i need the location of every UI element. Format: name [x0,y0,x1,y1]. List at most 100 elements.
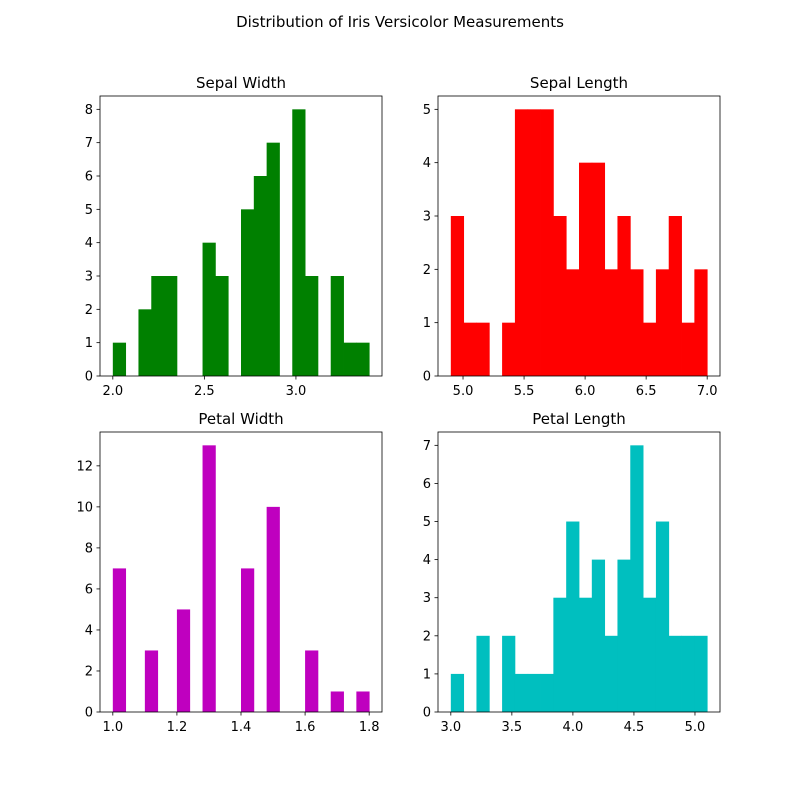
histogram-bar [266,142,280,376]
histogram-bar [540,109,554,376]
histogram-bar [356,691,370,712]
histogram-bar [579,597,593,712]
x-tick-label: 3.5 [502,720,523,735]
x-tick-label: 1.0 [102,720,123,735]
histogram-bar [305,276,319,376]
y-tick-label: 2 [423,263,431,278]
histogram-bar [450,216,465,376]
y-tick-label: 5 [85,203,93,218]
histogram-bar [630,269,644,376]
x-tick-label: 1.4 [231,720,252,735]
histogram-bar [579,162,593,376]
histogram-bar [463,322,477,376]
y-tick-label: 5 [423,103,431,118]
histogram-bar [604,269,618,376]
x-tick-label: 6.0 [575,384,596,399]
histogram-bar [604,635,618,712]
y-tick-label: 0 [423,706,431,721]
y-tick-label: 0 [423,370,431,385]
x-tick-label: 4.0 [563,720,584,735]
x-tick-label: 5.0 [685,720,706,735]
histogram-bar [330,691,344,712]
y-tick-label: 8 [85,541,93,556]
histogram-bar [215,276,229,376]
y-tick-label: 2 [85,664,93,679]
y-tick-label: 1 [423,316,431,331]
histogram-bar [202,242,216,376]
y-tick-label: 6 [85,582,93,597]
y-tick-label: 5 [423,515,431,530]
histogram-bar [502,322,516,376]
histogram-bar [164,276,178,376]
panel-sepal-length: 5.0 5.5 6.0 6.5 7.0 0 1 2 3 4 5 Sepal Length [423,74,721,399]
y-tick-label: 4 [423,553,431,568]
histogram-bar [681,322,695,376]
histogram-bar [112,568,127,712]
y-tick-label: 6 [85,170,93,185]
histogram-bar [591,162,606,376]
axes-frame [99,95,383,377]
y-tick-label: 3 [423,591,431,606]
histogram-bar [241,209,255,376]
histogram-bar [514,673,529,712]
x-tick-label: 1.8 [359,720,380,735]
axes-frame [437,431,721,713]
figure-suptitle: Distribution of Iris Versicolor Measurem… [236,13,564,31]
y-tick-label: 0 [85,370,93,385]
histogram-bar [343,342,357,376]
histogram-bar [617,216,631,376]
x-tick-label: 2.0 [102,384,123,399]
y-tick-label: 7 [85,136,93,151]
y-tick-label: 3 [423,210,431,225]
histogram-bar [643,322,657,376]
histogram-bar [527,109,541,376]
histogram-bar [553,597,567,712]
y-tick-label: 4 [423,156,431,171]
histogram-bar [241,568,255,712]
x-tick-label: 2.5 [194,384,215,399]
histogram-bar [643,597,657,712]
histogram-bar [266,506,280,712]
x-tick-label: 5.0 [453,384,474,399]
x-tick-label: 3.0 [286,384,307,399]
axes-frame [437,95,721,377]
x-tick-label: 4.5 [624,720,645,735]
histogram-bar [202,445,216,712]
y-tick-label: 7 [423,439,431,454]
histogram-bar [330,276,344,376]
histogram-bar [356,342,370,376]
y-tick-label: 8 [85,103,93,118]
histogram-bar [617,559,631,712]
histogram-bar [591,559,606,712]
histogram-bar [553,216,567,376]
histogram-bar [450,673,465,712]
histogram-bar [138,309,152,376]
histogram-bar [655,521,670,712]
y-tick-label: 1 [423,667,431,682]
histogram-bar [502,635,516,712]
subplot-title: Petal Width [198,410,283,428]
histogram-bar [540,673,554,712]
y-tick-label: 6 [423,477,431,492]
y-tick-label: 4 [85,236,93,251]
subplot-title: Sepal Width [196,74,286,92]
subplot-title: Sepal Length [530,74,628,92]
x-tick-label: 1.6 [295,720,316,735]
histogram-bar [566,269,580,376]
histogram-bar [305,650,319,712]
y-tick-label: 10 [76,500,93,515]
histogram-bar [151,276,165,376]
histogram-bar [655,269,670,376]
histogram-bar [112,342,127,376]
panel-petal-length: 3.0 3.5 4.0 4.5 5.0 0 1 2 3 4 5 6 7 Petal Length [423,410,721,735]
y-tick-label: 2 [423,629,431,644]
x-tick-label: 1.2 [167,720,188,735]
histogram-bar [681,635,695,712]
histogram-bar [514,109,529,376]
histogram-bar [566,521,580,712]
histogram-bar [694,269,708,376]
histogram-bar [476,635,490,712]
y-tick-label: 2 [85,303,93,318]
